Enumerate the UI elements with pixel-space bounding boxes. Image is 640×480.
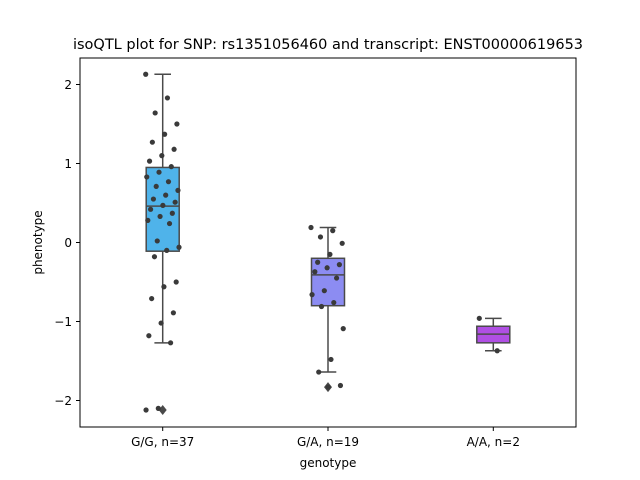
data-point bbox=[318, 303, 325, 310]
data-point bbox=[328, 356, 334, 363]
data-point bbox=[146, 158, 153, 164]
data-point bbox=[152, 110, 158, 116]
data-point bbox=[150, 196, 157, 202]
data-point bbox=[166, 220, 173, 227]
data-point bbox=[167, 340, 174, 346]
data-point bbox=[315, 259, 321, 265]
x-tick-label: A/A, n=2 bbox=[467, 435, 520, 449]
x-axis-label: genotype bbox=[300, 456, 357, 470]
data-point bbox=[161, 284, 167, 290]
data-point bbox=[157, 213, 163, 220]
x-axis-ticks: G/G, n=37 G/A, n=19 A/A, n=2 bbox=[131, 427, 520, 449]
data-point bbox=[159, 153, 165, 159]
data-point bbox=[309, 292, 315, 298]
data-point bbox=[171, 146, 177, 152]
data-point bbox=[151, 254, 158, 260]
data-point bbox=[149, 295, 155, 302]
data-point bbox=[164, 247, 170, 253]
data-point bbox=[168, 164, 174, 170]
data-point bbox=[327, 251, 333, 257]
data-point bbox=[169, 210, 175, 216]
plot-frame bbox=[79, 57, 577, 428]
data-point bbox=[163, 192, 169, 198]
data-point bbox=[153, 183, 159, 190]
data-point bbox=[149, 139, 155, 145]
y-tick-label: −2 bbox=[54, 394, 72, 408]
data-point bbox=[156, 169, 162, 175]
chart-title: isoQTL plot for SNP: rs1351056460 and tr… bbox=[73, 37, 583, 53]
data-point bbox=[336, 262, 342, 268]
data-point bbox=[176, 244, 182, 250]
y-tick-label: 1 bbox=[64, 157, 72, 171]
y-axis-label: phenotype bbox=[31, 210, 45, 274]
data-point bbox=[316, 369, 322, 375]
data-point bbox=[148, 206, 154, 212]
plot-area bbox=[143, 71, 511, 415]
data-point bbox=[155, 405, 161, 411]
y-tick-label: −1 bbox=[54, 315, 72, 329]
data-point bbox=[143, 71, 149, 77]
data-point bbox=[162, 131, 168, 137]
data-point bbox=[144, 174, 150, 180]
data-point bbox=[324, 265, 330, 271]
x-tick-label: G/A, n=19 bbox=[297, 435, 359, 449]
data-point bbox=[333, 275, 340, 281]
data-point bbox=[330, 228, 336, 234]
data-point bbox=[146, 333, 152, 339]
data-point bbox=[339, 240, 345, 246]
data-point bbox=[175, 187, 181, 193]
data-point bbox=[143, 407, 149, 413]
data-point bbox=[340, 326, 346, 332]
data-point bbox=[312, 269, 318, 275]
data-point bbox=[337, 382, 344, 389]
x-tick-label: G/G, n=37 bbox=[131, 435, 194, 449]
data-point bbox=[145, 217, 151, 223]
data-point bbox=[164, 95, 171, 101]
y-tick-label: 0 bbox=[64, 236, 72, 250]
data-point bbox=[476, 315, 482, 321]
data-point bbox=[170, 310, 176, 316]
data-point bbox=[154, 238, 160, 244]
data-point bbox=[308, 224, 314, 231]
data-point bbox=[172, 199, 178, 205]
y-axis-ticks: −2 −1 0 1 2 bbox=[54, 78, 80, 408]
data-point bbox=[325, 384, 331, 390]
data-point bbox=[494, 348, 500, 354]
data-point bbox=[321, 288, 327, 294]
y-tick-label: 2 bbox=[64, 78, 72, 92]
data-point bbox=[317, 234, 324, 240]
data-point bbox=[158, 320, 164, 326]
data-point bbox=[331, 299, 337, 306]
data-point bbox=[174, 121, 180, 127]
data-point bbox=[165, 179, 172, 185]
data-point bbox=[173, 279, 179, 285]
data-point bbox=[160, 202, 166, 208]
